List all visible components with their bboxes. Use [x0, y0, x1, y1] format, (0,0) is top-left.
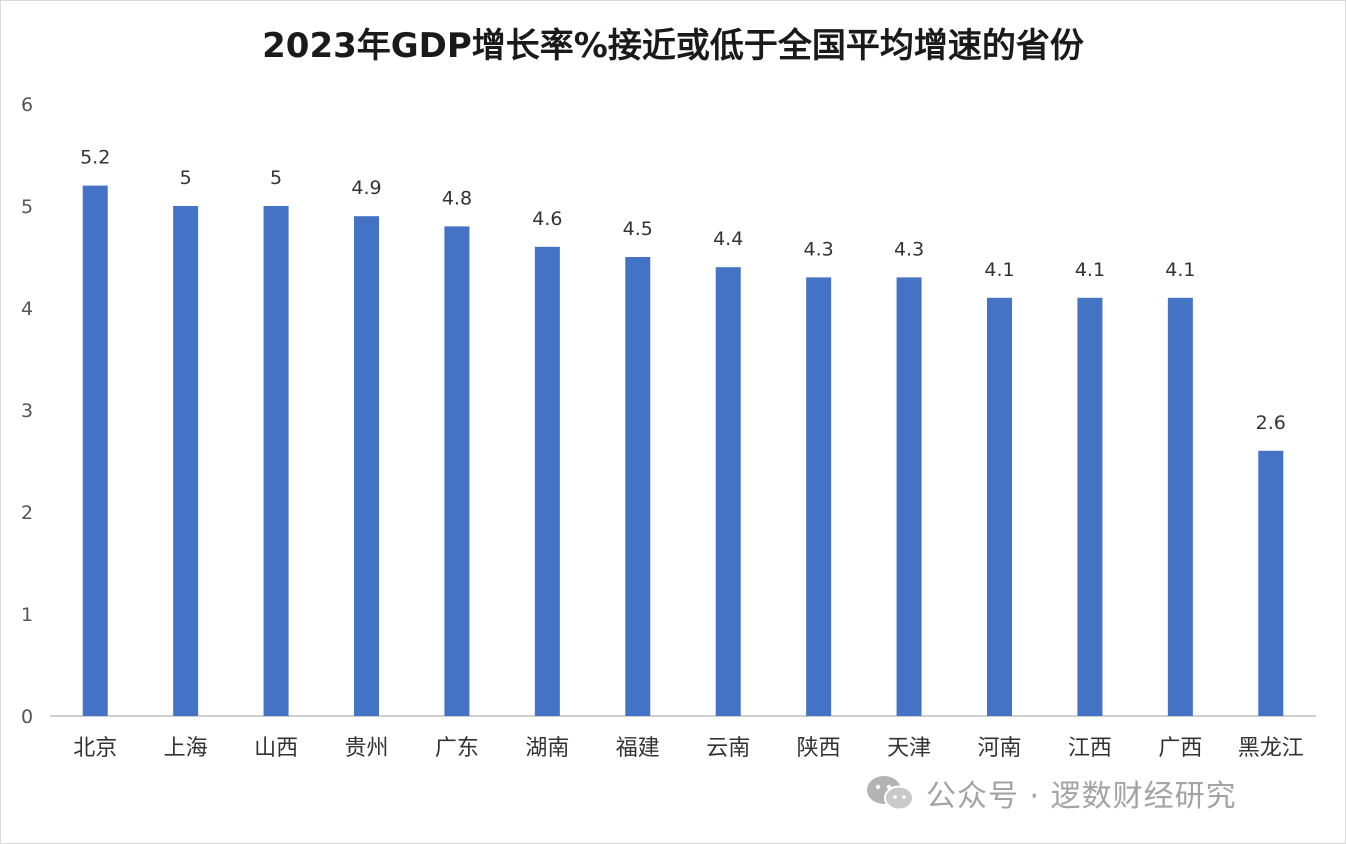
data-label: 4.1 [1075, 259, 1105, 281]
wechat-icon [867, 776, 914, 811]
x-tick-label: 陕西 [797, 736, 841, 761]
y-tick-label: 3 [21, 400, 33, 422]
data-label: 4.1 [1165, 259, 1195, 281]
x-axis: 北京 上海 山西 贵州 广东 湖南 福建 云南 陕西 天津 河南 江西 广西 黑龙江 [73, 736, 1304, 761]
y-tick-label: 5 [21, 196, 33, 218]
data-label: 4.9 [351, 177, 381, 199]
bar [1077, 297, 1103, 716]
y-tick-label: 6 [21, 94, 33, 116]
bar [263, 206, 289, 716]
watermark-text: 公众号 · 逻数财经研究 [926, 779, 1237, 814]
x-tick-label: 黑龙江 [1238, 736, 1304, 761]
bar [715, 267, 741, 716]
bar [534, 246, 560, 717]
x-tick-label: 河南 [977, 736, 1021, 761]
y-tick-label: 4 [21, 298, 33, 320]
data-label: 4.3 [894, 238, 924, 260]
data-label: 5 [270, 167, 282, 189]
x-tick-label: 广西 [1158, 736, 1202, 761]
data-label: 5 [180, 167, 192, 189]
data-label: 4.6 [532, 208, 562, 230]
bar [625, 257, 651, 716]
data-label: 5.2 [80, 147, 110, 169]
data-labels-group: 5.2 5 5 4.9 4.8 4.6 4.5 4.4 4.3 4.3 4.1 4.1 4.1 2.6 [80, 147, 1286, 434]
bar [354, 216, 379, 716]
bar [987, 297, 1012, 716]
x-tick-label: 福建 [616, 736, 660, 761]
x-tick-label: 天津 [887, 736, 931, 761]
chart-title: 2023年GDP增长率%接近或低于全国平均增速的省份 [262, 26, 1084, 66]
data-label: 4.4 [713, 228, 743, 250]
data-label: 4.8 [442, 187, 472, 209]
bar [896, 277, 922, 716]
bars-group [82, 185, 1284, 717]
data-label: 4.5 [623, 218, 653, 240]
bar [806, 277, 832, 716]
x-tick-label: 贵州 [344, 736, 388, 761]
x-tick-label: 上海 [164, 736, 208, 761]
data-label: 2.6 [1256, 412, 1286, 434]
x-tick-label: 山西 [254, 736, 298, 761]
bar [1258, 450, 1284, 716]
y-tick-label: 0 [21, 706, 33, 728]
x-tick-label: 广东 [435, 736, 479, 761]
y-tick-label: 1 [21, 604, 33, 626]
bar [173, 206, 199, 716]
bar [444, 226, 470, 716]
watermark: 公众号 · 逻数财经研究 [864, 770, 1237, 816]
bar [1167, 297, 1193, 716]
x-tick-label: 云南 [706, 736, 750, 761]
bar [82, 185, 108, 717]
x-tick-label: 北京 [73, 736, 117, 761]
y-tick-label: 2 [21, 502, 33, 524]
y-axis: 0 1 2 3 4 5 6 [21, 94, 33, 728]
data-label: 4.1 [984, 259, 1014, 281]
x-tick-label: 湖南 [525, 736, 569, 761]
data-label: 4.3 [804, 238, 834, 260]
x-tick-label: 江西 [1068, 736, 1112, 761]
